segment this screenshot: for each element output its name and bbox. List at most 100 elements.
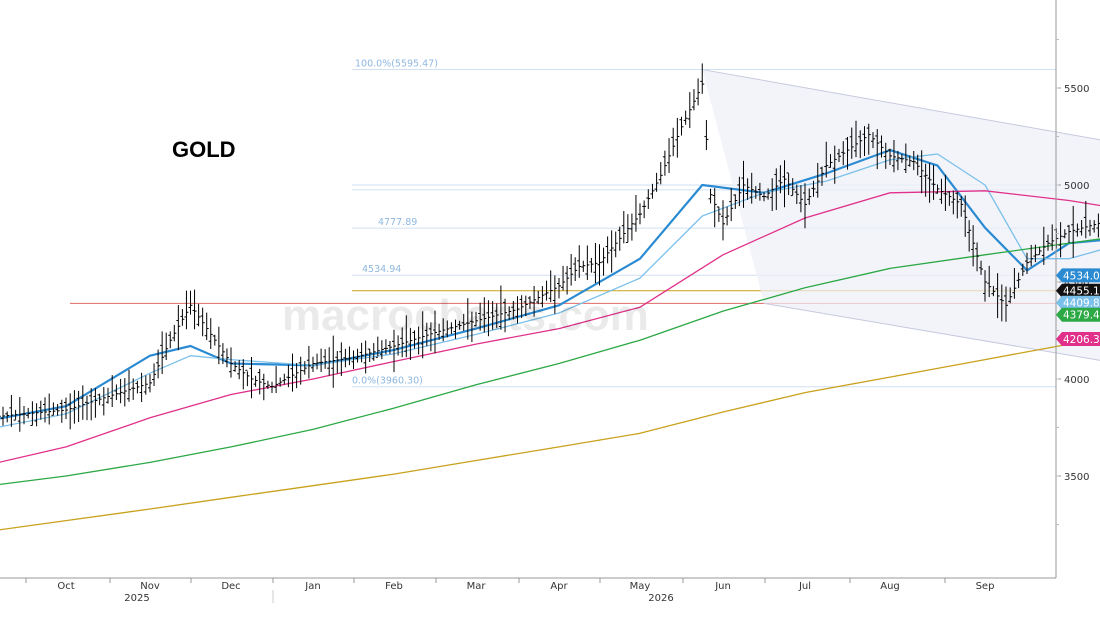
price-bar	[474, 311, 478, 327]
price-bar	[30, 401, 35, 426]
regression-channel	[702, 69, 1100, 361]
price-bar	[85, 395, 89, 421]
price-bar	[306, 345, 311, 379]
price-bar	[650, 183, 655, 199]
price-bar	[43, 397, 47, 423]
price-bar	[106, 387, 110, 404]
price-bar	[270, 381, 274, 394]
price-bar	[1075, 223, 1080, 237]
x-year-label: 2025	[124, 593, 149, 604]
price-bar	[733, 194, 738, 209]
watermark: macrocharts.com	[282, 291, 649, 340]
price-bar	[841, 141, 846, 166]
price-bar	[139, 372, 144, 403]
price-bar	[561, 265, 566, 291]
price-bar	[1046, 234, 1050, 251]
price-bar	[617, 226, 622, 251]
value-badge-label: 4206.31	[1063, 334, 1100, 346]
price-bar	[331, 335, 336, 388]
price-bar	[999, 284, 1004, 322]
value-badges: 4534.04 4455.114409.854379.42 4206.31	[1056, 268, 1100, 346]
price-bar	[991, 285, 996, 297]
price-bar	[89, 388, 94, 421]
price-bar	[790, 178, 795, 197]
price-bar	[363, 340, 368, 374]
price-bar	[597, 244, 602, 286]
price-bar	[265, 380, 270, 390]
price-bar	[55, 403, 60, 416]
price-bar	[0, 415, 1, 417]
price-bar	[184, 290, 189, 330]
y-tick-label: 3500	[1064, 472, 1089, 483]
x-tick-label: Nov	[140, 581, 160, 592]
price-bar	[355, 348, 360, 363]
price-bar	[527, 296, 532, 309]
price-bar	[712, 188, 717, 228]
price-bar	[351, 350, 356, 369]
price-bar	[335, 351, 340, 374]
price-bar	[983, 270, 987, 302]
price-bar	[854, 120, 858, 158]
price-bar	[180, 308, 185, 326]
price-bar	[1016, 272, 1021, 289]
price-bar	[515, 296, 520, 324]
price-bar	[737, 176, 742, 207]
price-bar	[911, 150, 916, 171]
price-bar	[915, 154, 920, 176]
price-bar	[679, 116, 684, 136]
value-badge-label: 4409.85	[1063, 298, 1100, 310]
price-bar	[114, 384, 119, 401]
price-bar	[919, 150, 924, 194]
price-bar	[387, 340, 392, 355]
chart-title: GOLD	[172, 137, 236, 162]
price-bar	[176, 305, 181, 351]
price-bar	[38, 400, 43, 420]
price-bar	[404, 315, 409, 358]
price-bar	[323, 349, 328, 369]
channel-fill	[702, 69, 1100, 361]
price-bar	[249, 356, 254, 399]
price-bar	[1037, 246, 1042, 256]
price-bar	[148, 374, 152, 393]
price-series	[0, 63, 1100, 432]
price-bar	[110, 375, 115, 407]
price-bar	[143, 375, 148, 395]
price-bar	[5, 411, 10, 423]
price-bar	[573, 257, 578, 282]
price-bar	[68, 393, 73, 430]
price-bar	[935, 184, 940, 194]
price-bar	[700, 63, 705, 94]
price-bar	[995, 273, 1000, 319]
price-bar	[298, 356, 303, 385]
price-bar	[80, 385, 85, 420]
price-bar	[803, 183, 807, 229]
price-bar	[696, 78, 701, 106]
price-bar	[875, 129, 880, 170]
price-bar	[947, 191, 952, 206]
price-bar	[923, 163, 928, 197]
price-bar	[708, 188, 713, 204]
x-tick-label: May	[630, 581, 651, 592]
fib-label: 100.0%(5595.47)	[355, 58, 438, 69]
price-bar	[963, 195, 968, 237]
price-bar	[845, 136, 850, 170]
price-bar	[278, 377, 283, 387]
price-bar	[433, 310, 437, 354]
price-bar	[552, 275, 557, 314]
price-bar	[160, 331, 165, 375]
x-tick-label: Aug	[880, 581, 900, 592]
price-bar	[1033, 244, 1038, 263]
price-bar	[311, 356, 315, 372]
moving-average-line	[0, 190, 1100, 463]
price-bar	[565, 266, 570, 295]
price-bar	[721, 200, 725, 241]
price-bar	[1062, 229, 1067, 239]
price-bar	[511, 300, 516, 320]
price-bar	[532, 285, 537, 317]
x-year-label: 2026	[648, 593, 673, 604]
price-bar	[1067, 224, 1071, 243]
price-bar	[943, 174, 948, 211]
price-bar	[766, 188, 771, 200]
price-bar	[959, 196, 964, 217]
price-bar	[131, 378, 136, 400]
